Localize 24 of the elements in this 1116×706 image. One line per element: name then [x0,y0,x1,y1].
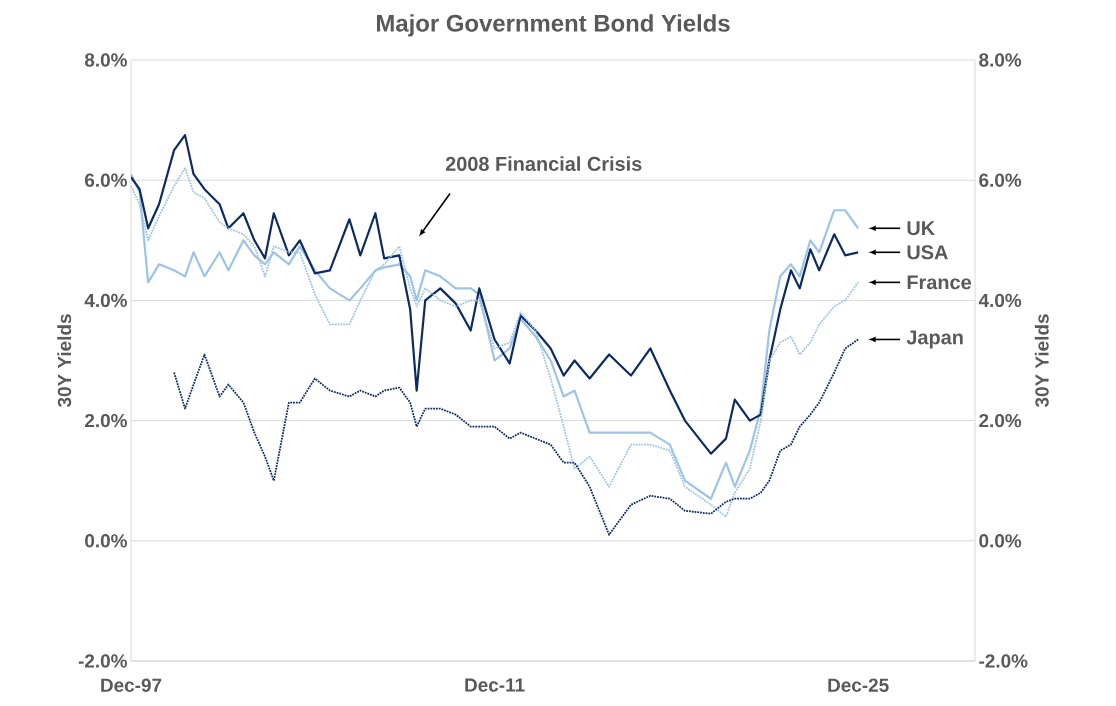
annotation: 2008 Financial Crisis [445,156,642,171]
text: Japan [906,330,963,349]
y-axis-title: 30Y Yields [57,314,72,408]
y-tick-label: 0.0% [85,534,127,548]
y-tick-label: 6.0% [85,173,127,187]
text: USA [907,245,948,260]
x-tick-label: Dec-25 [828,678,889,692]
y2-tick-label: 8.0% [979,53,1022,67]
y2-tick-label: 4.0% [978,293,1022,308]
x-tick-label: Dec-97 [101,678,162,692]
y2-tick-label: 6.0% [979,173,1022,187]
x-tick-label: Dec-11 [465,678,525,692]
text: France [907,275,972,290]
y2-tick-label: -2.0% [979,654,1028,668]
text: UK [907,221,935,236]
y-tick-label: 4.0% [84,293,127,308]
line-series [131,134,860,455]
y2-tick-label: 0.0% [979,534,1022,548]
y-tick-label: -2.0% [78,654,127,668]
chart-title: Major Government Bond Yields [377,14,730,37]
y2-axis-title: 30Y Yields [1034,314,1049,408]
y-tick-label: 8.0% [84,53,127,67]
y-tick-label: 2.0% [84,413,127,428]
y2-tick-label: 2.0% [979,413,1022,428]
